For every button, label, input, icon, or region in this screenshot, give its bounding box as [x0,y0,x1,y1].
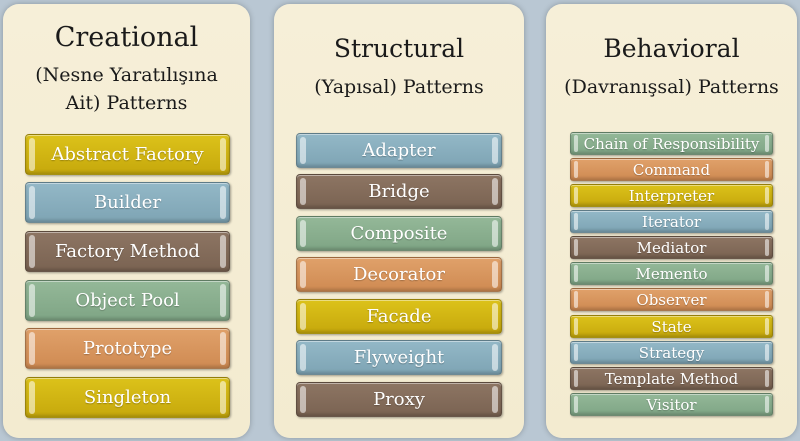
behavioral-subtitle: (Davranışsal) Patterns [564,76,779,98]
pattern-state: State [570,315,773,338]
pattern-observer: Observer [570,288,773,311]
pattern-chain-of-responsibility: Chain of Responsibility [570,132,773,155]
structural-subtitle: (Yapısal) Patterns [314,76,484,98]
pattern-proxy: Proxy [296,382,502,417]
creational-title: Creational [54,22,199,53]
pattern-memento: Memento [570,262,773,285]
pattern-facade: Facade [296,299,502,334]
pattern-builder: Builder [25,182,230,223]
behavioral-panel: Behavioral (Davranışsal) Patterns Chain … [546,4,797,438]
pattern-abstract-factory: Abstract Factory [25,134,230,175]
pattern-decorator: Decorator [296,257,502,292]
pattern-adapter: Adapter [296,133,502,168]
structural-panel: Structural (Yapısal) Patterns Adapter Br… [274,4,524,438]
pattern-flyweight: Flyweight [296,340,502,375]
pattern-interpreter: Interpreter [570,184,773,207]
structural-title: Structural [333,34,465,63]
behavioral-title: Behavioral [603,34,740,63]
pattern-factory-method: Factory Method [25,231,230,272]
pattern-iterator: Iterator [570,210,773,233]
pattern-template-method: Template Method [570,367,773,390]
pattern-command: Command [570,158,773,181]
pattern-mediator: Mediator [570,236,773,259]
pattern-strategy: Strategy [570,341,773,364]
pattern-singleton: Singleton [25,377,230,418]
creational-subtitle-line2: Ait) Patterns [65,92,188,114]
pattern-object-pool: Object Pool [25,280,230,321]
pattern-composite: Composite [296,216,502,251]
pattern-bridge: Bridge [296,174,502,209]
pattern-prototype: Prototype [25,328,230,369]
creational-panel: Creational (Nesne Yaratılışına Ait) Patt… [3,4,250,438]
pattern-visitor: Visitor [570,393,773,416]
creational-subtitle-line1: (Nesne Yaratılışına [35,64,218,86]
